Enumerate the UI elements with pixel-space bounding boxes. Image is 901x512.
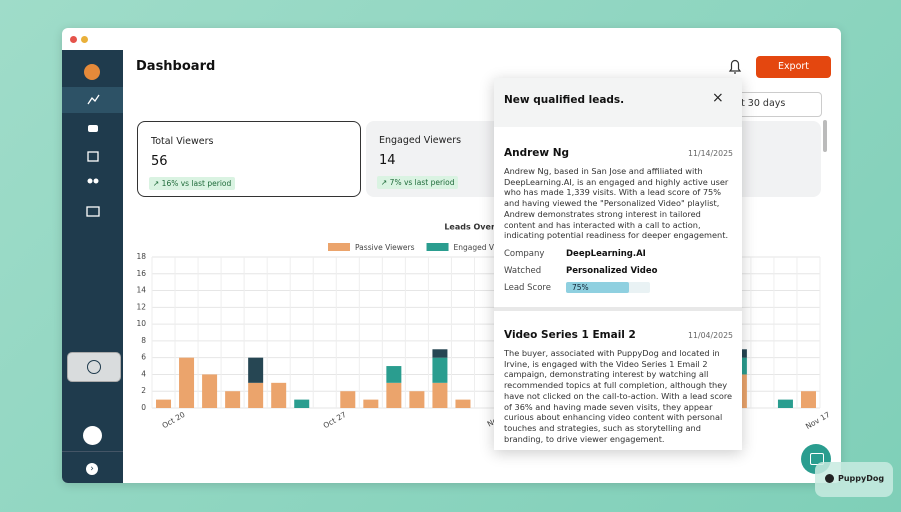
y-tick-label: 18 <box>136 252 146 261</box>
lead-date: 11/14/2025 <box>688 149 733 158</box>
brand-name: PuppyDog <box>838 474 885 483</box>
window-dot <box>70 36 77 43</box>
y-tick-label: 4 <box>141 369 146 378</box>
x-tick-label: Nov 17 <box>804 410 832 431</box>
bar-segment <box>386 366 402 383</box>
field-label: Lead Score <box>504 283 551 293</box>
bar-segment <box>432 382 448 408</box>
y-tick-label: 14 <box>136 286 146 295</box>
score-label: 75% <box>572 283 589 292</box>
bar-segment <box>248 357 264 383</box>
x-tick-label: Oct 27 <box>322 410 348 430</box>
bar-segment <box>777 399 793 408</box>
field-label: Watched <box>504 266 542 276</box>
close-button[interactable]: × <box>712 90 724 106</box>
expand-button[interactable]: › <box>86 463 98 475</box>
brand-logo <box>825 474 834 483</box>
upload-button[interactable] <box>67 352 121 382</box>
card-delta: ↗ 7% vs last period <box>377 176 459 189</box>
brand-badge[interactable]: PuppyDog <box>815 462 893 497</box>
lead-date: 11/04/2025 <box>688 331 733 340</box>
bar-segment <box>432 349 448 358</box>
bar-segment <box>800 391 816 408</box>
divider <box>494 307 742 311</box>
score-track: 75% <box>566 282 650 293</box>
sidebar: › <box>62 50 123 483</box>
y-tick-label: 6 <box>141 353 146 362</box>
range-select[interactable]: Last 30 days <box>714 92 822 117</box>
y-tick-label: 10 <box>136 319 146 328</box>
export-label: Export <box>777 61 810 72</box>
lead-summary: Andrew Ng, based in San Jose and affilia… <box>504 166 729 241</box>
x-tick-label: Oct 20 <box>160 410 186 430</box>
upload-icon <box>87 360 101 374</box>
legend-label: Passive Viewers <box>355 243 415 252</box>
popup-title: New qualified leads. <box>504 94 625 106</box>
bar-segment <box>432 357 448 383</box>
card-delta: ↗ 16% vs last period <box>149 177 236 190</box>
range-label: Last 30 days <box>725 98 786 109</box>
bar-segment <box>455 399 471 408</box>
lead-summary: The buyer, associated with PuppyDog and … <box>504 348 733 444</box>
stat-card[interactable]: Total Viewers 56 ↗ 16% vs last period <box>137 121 361 197</box>
card-title: Engaged Viewers <box>379 135 462 146</box>
window-dot <box>81 36 88 43</box>
bar-segment <box>294 399 310 408</box>
card-value: 14 <box>379 153 396 168</box>
scrollbar <box>823 120 827 152</box>
legend-swatch <box>426 243 449 251</box>
nav-active[interactable] <box>62 87 123 113</box>
bar-segment <box>340 391 356 408</box>
card-title: Total Viewers <box>151 136 214 147</box>
legend-label: Engaged Viewers <box>454 243 519 252</box>
lead-name: Video Series 1 Email 2 <box>504 329 636 341</box>
field-label: Company <box>504 249 545 259</box>
bar-segment <box>271 382 287 408</box>
bar-segment <box>386 382 402 408</box>
logo <box>84 64 100 80</box>
bar-segment <box>179 357 195 408</box>
export-button[interactable]: Export <box>756 56 831 78</box>
page-title: Dashboard <box>136 59 216 74</box>
bar-segment <box>156 399 172 408</box>
lead-entry[interactable]: Video Series 1 Email 2 11/04/2025 The bu… <box>494 311 742 450</box>
popup-header <box>494 78 742 127</box>
bar-segment <box>409 391 425 408</box>
bar-segment <box>248 382 264 408</box>
chart-title: Leads Overview <box>444 223 516 232</box>
y-tick-label: 2 <box>141 386 146 395</box>
field-value: Personalized Video <box>566 266 658 276</box>
field-value: DeepLearning.AI <box>566 249 646 259</box>
bell-icon[interactable] <box>726 58 744 76</box>
y-tick-label: 12 <box>136 302 146 311</box>
divider <box>62 451 123 452</box>
y-tick-label: 16 <box>136 269 146 278</box>
y-tick-label: 0 <box>141 403 146 412</box>
leads-popup: New qualified leads. × Andrew Ng 11/14/2… <box>494 78 742 450</box>
legend-swatch <box>328 243 350 251</box>
nav-icons <box>86 94 100 217</box>
lead-entry[interactable]: Andrew Ng 11/14/2025 Andrew Ng, based in… <box>494 127 742 307</box>
y-tick-label: 8 <box>141 336 146 345</box>
bar-segment <box>225 391 241 408</box>
card-value: 56 <box>151 154 168 169</box>
avatar[interactable] <box>83 426 102 445</box>
lead-name: Andrew Ng <box>504 147 570 159</box>
score-bar <box>566 282 629 293</box>
bar-segment <box>363 399 379 408</box>
bar-segment <box>202 374 218 408</box>
